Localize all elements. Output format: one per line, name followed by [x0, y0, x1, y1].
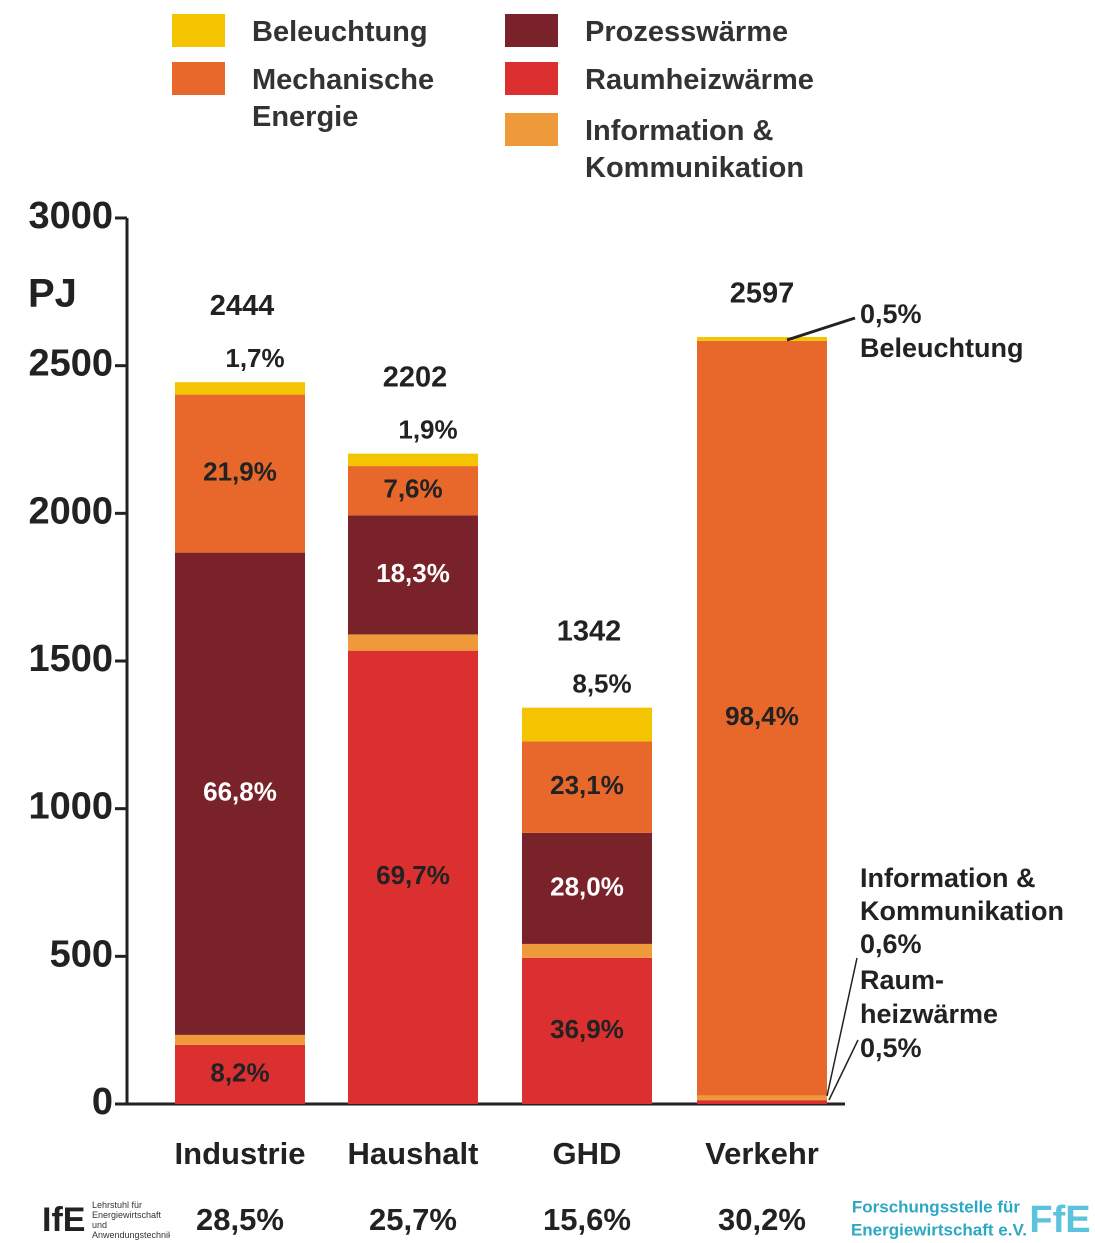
segment-label: 21,9%: [203, 456, 277, 486]
logo-right: FfE: [1029, 1199, 1090, 1241]
bar-segment: [522, 832, 652, 944]
y-tick-label: 2000: [28, 490, 113, 532]
y-axis-label: PJ: [28, 272, 77, 316]
logo-right-line: Energiewirtschaft e.V.: [851, 1220, 1027, 1239]
bar-segment: [348, 515, 478, 635]
bar-segment: [175, 552, 305, 1035]
bar-segment: [522, 957, 652, 1104]
sector-share: 25,7%: [369, 1202, 457, 1237]
segment-label: 0,5%: [860, 299, 922, 329]
sector-share: 30,2%: [718, 1202, 806, 1237]
x-tick-label: GHD: [553, 1136, 622, 1171]
y-tick-label: 3000: [28, 195, 113, 237]
legend-label: Beleuchtung: [252, 16, 428, 48]
y-tick-label: 500: [50, 933, 113, 975]
sector-share: 15,6%: [543, 1202, 631, 1237]
legend-label: Raumheizwärme: [585, 64, 814, 96]
y-tick-label: 2500: [28, 343, 113, 385]
y-tick-label: 1000: [28, 786, 113, 828]
annotation: Kommunikation: [860, 896, 1064, 926]
bar-segment: [697, 340, 827, 1096]
bar-segment: [175, 394, 305, 553]
total-label: 1342: [557, 615, 622, 647]
bar-segment: [522, 741, 652, 833]
total-label: 2202: [383, 361, 448, 393]
legend-swatch: [505, 14, 558, 47]
segment-label: 8,5%: [572, 669, 631, 699]
callout: [786, 316, 856, 342]
annotation: Information &: [860, 863, 1036, 893]
bar-segment: [697, 1100, 827, 1104]
callout: [826, 957, 858, 1097]
bar-segment: [522, 707, 652, 742]
legend-swatch: [505, 62, 558, 95]
segment-label: 1,9%: [398, 415, 457, 445]
annotation: Beleuchtung: [860, 333, 1024, 363]
legend-label: Prozesswärme: [585, 16, 789, 48]
logo-right-line: Forschungsstelle für: [852, 1197, 1021, 1216]
annotation: heizwärme: [860, 999, 998, 1029]
bar-segment: [348, 650, 478, 1104]
x-tick-label: Verkehr: [705, 1136, 819, 1171]
legend-swatch: [172, 62, 225, 95]
segment-label: 69,7%: [376, 860, 450, 890]
bar-segment: [348, 453, 478, 467]
segment-label: 66,8%: [203, 777, 277, 807]
segment-label: 36,9%: [550, 1014, 624, 1044]
bar-segment: [175, 382, 305, 395]
segment-label: 23,1%: [550, 770, 624, 800]
bar-segment: [697, 1095, 827, 1101]
segment-label: 28,0%: [550, 871, 624, 901]
x-tick-label: Industrie: [175, 1136, 306, 1171]
segment-label: 0,6%: [860, 929, 922, 959]
bar-segment: [348, 634, 478, 651]
bar-segment: [348, 466, 478, 516]
logo-left: IfE: [42, 1201, 85, 1239]
segment-label: 8,2%: [210, 1057, 269, 1087]
bar-segment: [522, 943, 652, 958]
bar-segment: [697, 337, 827, 341]
bar-segment: [175, 1034, 305, 1045]
legend-swatch: [505, 113, 558, 146]
legend-label: Mechanische Energie: [252, 64, 435, 133]
sector-share: 28,5%: [196, 1202, 284, 1237]
segment-label: 18,3%: [376, 558, 450, 588]
legend-label: Information & Kommunikation: [585, 115, 805, 184]
segment-label: 1,7%: [225, 343, 284, 373]
x-tick-label: Haushalt: [348, 1136, 479, 1171]
segment-label: 98,4%: [725, 701, 799, 731]
total-label: 2597: [730, 278, 795, 310]
segment-label: 7,6%: [383, 474, 442, 504]
segment-label: 0,5%: [860, 1033, 922, 1063]
y-tick-label: 1500: [28, 638, 113, 680]
annotation: Raum-: [860, 965, 944, 995]
logo-left-text: Lehrstuhl für Energiewirtschaft und Anwe…: [92, 1200, 170, 1240]
bar-segment: [175, 1044, 305, 1104]
total-label: 2444: [210, 290, 275, 322]
y-tick-label: 0: [92, 1081, 113, 1123]
legend-swatch: [172, 14, 225, 47]
callout: [828, 1039, 859, 1101]
